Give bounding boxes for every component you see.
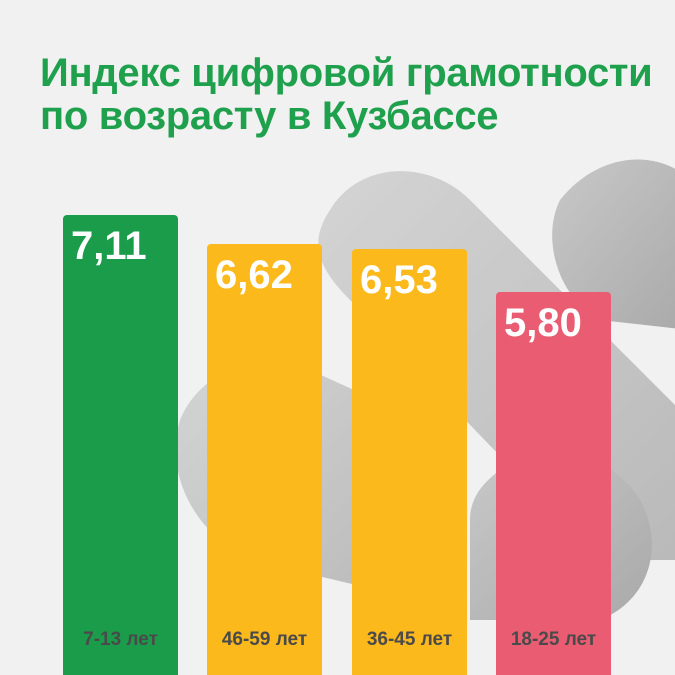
bar-2: 6,62 46-59 лет xyxy=(207,243,322,675)
bar-value-label: 6,62 xyxy=(215,252,293,297)
category-label: 7-13 лет xyxy=(83,629,158,650)
bar-1: 7,11 7-13 лет xyxy=(63,215,178,675)
bar-value-label: 5,80 xyxy=(504,301,582,345)
bar-value-label: 6,53 xyxy=(360,258,438,303)
category-label: 18-25 лет xyxy=(510,629,597,650)
bar-4: 5,80 18-25 лет xyxy=(496,292,611,675)
category-label: 36-45 лет xyxy=(366,629,453,650)
chart-title: Индекс цифровой грамотности по возрасту … xyxy=(40,51,653,138)
bar-value-label: 7,11 xyxy=(71,224,147,268)
bar-3: 6,53 36-45 лет xyxy=(352,249,467,675)
category-label: 46-59 лет xyxy=(221,629,308,650)
